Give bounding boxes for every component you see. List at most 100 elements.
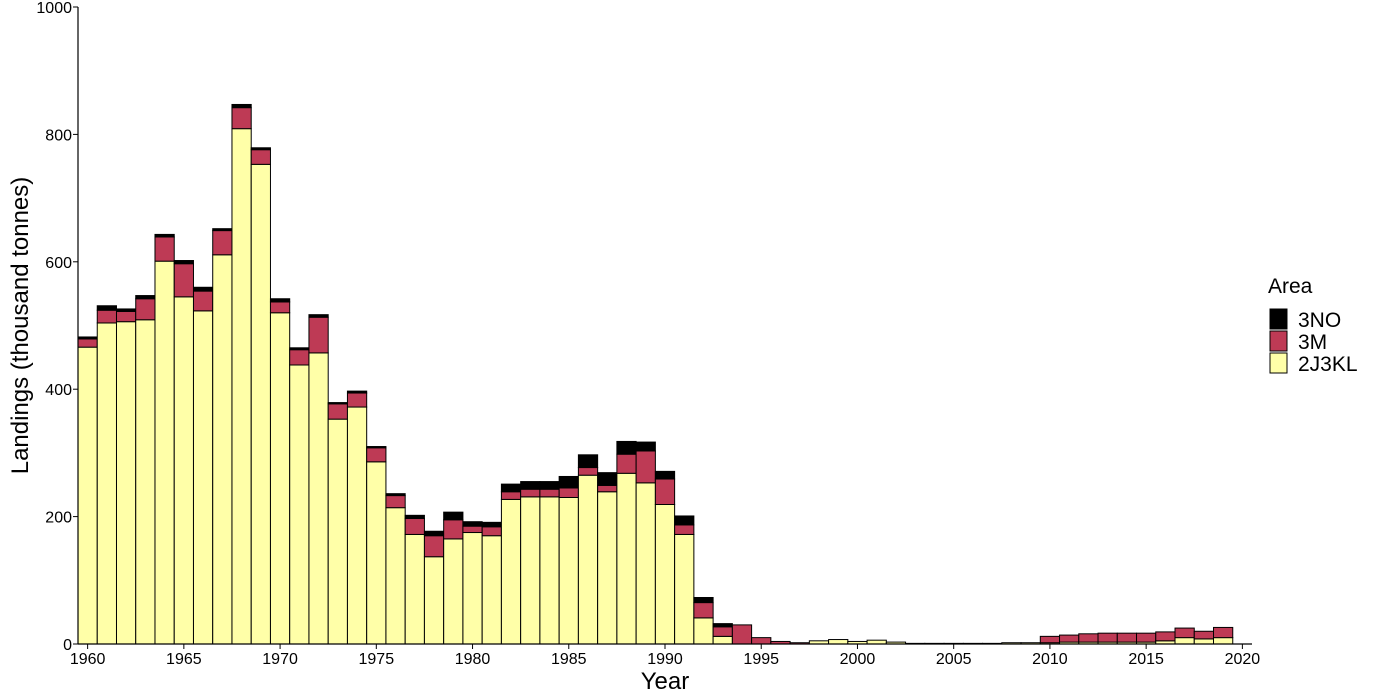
bar-3M-1990 <box>654 478 676 505</box>
bar-3M-1972 <box>308 316 329 354</box>
bar-3NO-1973 <box>327 402 348 405</box>
bar-3M-2014 <box>1116 632 1138 643</box>
bar-2J3KL-1986 <box>577 474 599 645</box>
bar-3M-1976 <box>385 495 406 509</box>
bar-2J3KL-1989 <box>635 482 656 645</box>
bar-3NO-1975 <box>366 446 387 449</box>
bar-3NO-1961 <box>96 305 117 311</box>
bar-3NO-1965 <box>173 260 194 265</box>
bar-2J3KL-1966 <box>192 310 214 645</box>
y-tick-label-600: 600 <box>45 255 72 272</box>
bar-3M-1960 <box>77 338 98 348</box>
bar-2J3KL-1985 <box>558 496 579 645</box>
bar-3M-1961 <box>96 309 117 324</box>
bar-3NO-1977 <box>404 514 425 520</box>
bar-3NO-1972 <box>308 314 329 318</box>
x-tick-label-1995: 1995 <box>743 651 779 668</box>
bar-2J3KL-1988 <box>616 472 637 645</box>
x-tick-label-2010: 2010 <box>1032 651 1068 668</box>
x-tick-label-2020: 2020 <box>1225 651 1261 668</box>
bar-3NO-1968 <box>231 103 252 109</box>
legend-title: Area <box>1268 275 1313 298</box>
bar-3M-1986 <box>577 467 599 476</box>
bar-3M-1963 <box>135 298 156 321</box>
bar-3NO-1983 <box>520 481 541 490</box>
bar-2J3KL-1965 <box>173 296 194 645</box>
x-tick-label-1975: 1975 <box>359 651 395 668</box>
bar-3M-2019 <box>1213 626 1234 639</box>
y-axis: 0 200 400 600 800 1000 <box>36 0 78 654</box>
bar-3M-1968 <box>231 107 252 130</box>
bar-3NO-1981 <box>481 521 502 528</box>
bar-2J3KL-1961 <box>96 322 117 645</box>
bar-3M-2013 <box>1097 632 1118 643</box>
y-tick-label-1000: 1000 <box>36 0 72 17</box>
bar-2J3KL-1971 <box>289 364 310 645</box>
bar-3M-1992 <box>693 602 714 619</box>
bar-3M-1983 <box>520 488 541 498</box>
bar-3M-1975 <box>366 447 387 463</box>
bar-3M-1973 <box>327 403 348 420</box>
bar-2J3KL-1963 <box>135 319 156 645</box>
bar-3NO-1987 <box>597 472 618 486</box>
legend-label-3NO: 3NO <box>1298 309 1341 332</box>
bar-3M-1995 <box>751 637 772 645</box>
bar-2J3KL-1983 <box>520 496 541 645</box>
bar-3NO-1976 <box>385 493 406 497</box>
bar-3M-1982 <box>500 491 522 500</box>
bar-3M-1984 <box>539 488 560 498</box>
bar-3M-2017 <box>1174 627 1195 639</box>
bar-3NO-1990 <box>654 470 676 480</box>
y-tick-label-400: 400 <box>45 382 72 399</box>
bar-3M-2010 <box>1039 635 1061 644</box>
x-tick-label-1960: 1960 <box>70 651 106 668</box>
bar-2J3KL-1976 <box>385 507 406 645</box>
bar-3M-1965 <box>173 263 194 298</box>
bar-3NO-1985 <box>558 475 579 489</box>
bar-3NO-1988 <box>616 440 637 455</box>
x-tick-label-2000: 2000 <box>840 651 876 668</box>
y-tick-label-800: 800 <box>45 127 72 144</box>
bar-3NO-1969 <box>250 147 271 151</box>
bar-2J3KL-1972 <box>308 352 329 645</box>
bar-2J3KL-1987 <box>597 491 618 645</box>
bar-3NO-1982 <box>500 483 522 493</box>
bar-2J3KL-1968 <box>231 128 252 645</box>
bar-3NO-1963 <box>135 295 156 300</box>
bar-3NO-1960 <box>77 336 98 340</box>
bar-3M-1964 <box>154 236 175 262</box>
bar-3M-1977 <box>404 518 425 535</box>
bar-3NO-1974 <box>346 390 368 394</box>
bar-3M-1967 <box>212 230 233 256</box>
bar-2J3KL-2019 <box>1213 637 1234 645</box>
bar-2J3KL-1982 <box>500 498 522 645</box>
y-tick-label-200: 200 <box>45 510 72 527</box>
x-tick-label-2005: 2005 <box>936 651 972 668</box>
bar-2J3KL-1980 <box>462 532 483 645</box>
bar-3NO-1986 <box>577 454 599 469</box>
bar-3NO-1980 <box>462 521 483 527</box>
bars-group <box>77 103 1234 645</box>
bar-3M-2015 <box>1136 632 1157 643</box>
bar-2J3KL-1970 <box>269 312 291 645</box>
bar-3M-2018 <box>1193 630 1215 640</box>
bar-3M-1962 <box>115 310 137 323</box>
bar-3NO-1962 <box>115 308 137 312</box>
bar-2J3KL-1973 <box>327 418 348 645</box>
bar-2J3KL-2017 <box>1174 637 1195 645</box>
legend-swatch-3NO <box>1269 308 1288 330</box>
bar-3M-1971 <box>289 349 310 366</box>
bar-3M-1980 <box>462 525 483 534</box>
bar-3NO-1971 <box>289 347 310 351</box>
bar-3M-1985 <box>558 487 579 498</box>
bar-3NO-1989 <box>635 441 656 452</box>
bar-3M-1988 <box>616 453 637 474</box>
x-tick-label-1970: 1970 <box>262 651 298 668</box>
bar-3M-2012 <box>1078 633 1099 643</box>
bar-3M-1994 <box>731 624 753 645</box>
bar-3M-1993 <box>712 626 733 637</box>
x-tick-label-1980: 1980 <box>455 651 491 668</box>
bar-2J3KL-1991 <box>674 533 695 645</box>
